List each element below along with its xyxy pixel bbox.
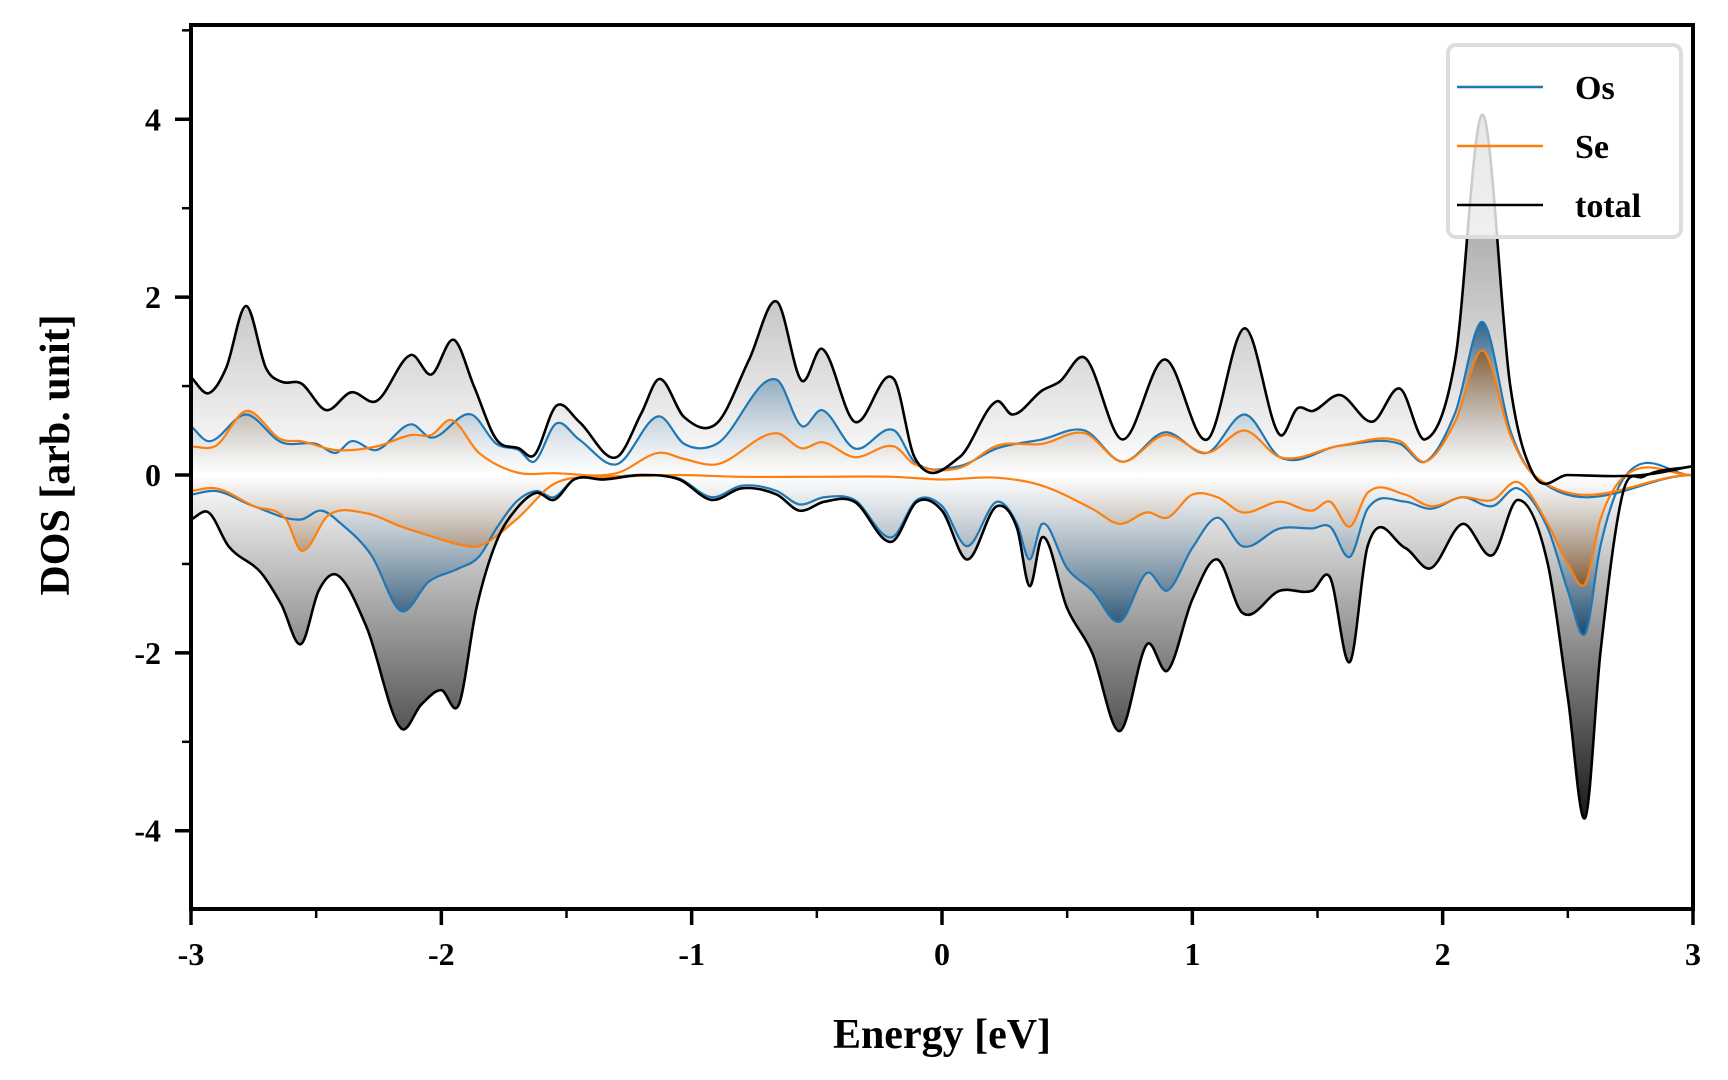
x-axis-title: Energy [eV]: [833, 1012, 1051, 1058]
y-tick-label: -4: [134, 813, 161, 849]
legend-label: total: [1575, 188, 1641, 225]
line-se-up: [191, 349, 1693, 496]
x-tick-label: 2: [1435, 936, 1451, 972]
legend: Os Se total: [1446, 43, 1683, 239]
x-tick-label: -2: [428, 936, 455, 972]
plot-area: [191, 113, 1693, 820]
x-tick-label: 0: [934, 936, 950, 972]
y-tick-label: 4: [145, 101, 161, 137]
legend-item-total: total: [1457, 188, 1641, 225]
x-tick-label: -3: [178, 936, 205, 972]
y-tick-label: 2: [145, 279, 161, 315]
legend-item-se: Se: [1457, 129, 1609, 166]
y-tick-label: 0: [145, 457, 161, 493]
legend-label: Os: [1575, 70, 1615, 107]
y-axis-title: DOS [arb. unit]: [33, 314, 79, 595]
line-total-down: [191, 464, 1693, 820]
area-se-down: [191, 467, 1693, 586]
x-tick-label: 3: [1685, 936, 1701, 972]
line-os-up: [191, 320, 1693, 499]
legend-label: Se: [1575, 129, 1609, 166]
x-axis: -3 -2 -1 0 1 2 3: [178, 909, 1701, 972]
y-axis: -4 -2 0 2 4: [134, 29, 191, 849]
y-tick-label: -2: [134, 635, 161, 671]
area-total-up: [191, 114, 1693, 484]
legend-box: [1446, 43, 1683, 239]
line-total-up: [191, 113, 1693, 486]
x-tick-label: -1: [678, 936, 705, 972]
x-tick-label: 1: [1184, 936, 1200, 972]
line-se-down: [191, 466, 1693, 587]
area-total-down: [191, 466, 1693, 819]
line-os-down: [191, 461, 1693, 637]
area-se-up: [191, 350, 1693, 495]
legend-item-os: Os: [1457, 70, 1615, 107]
series-lines: [191, 113, 1693, 820]
